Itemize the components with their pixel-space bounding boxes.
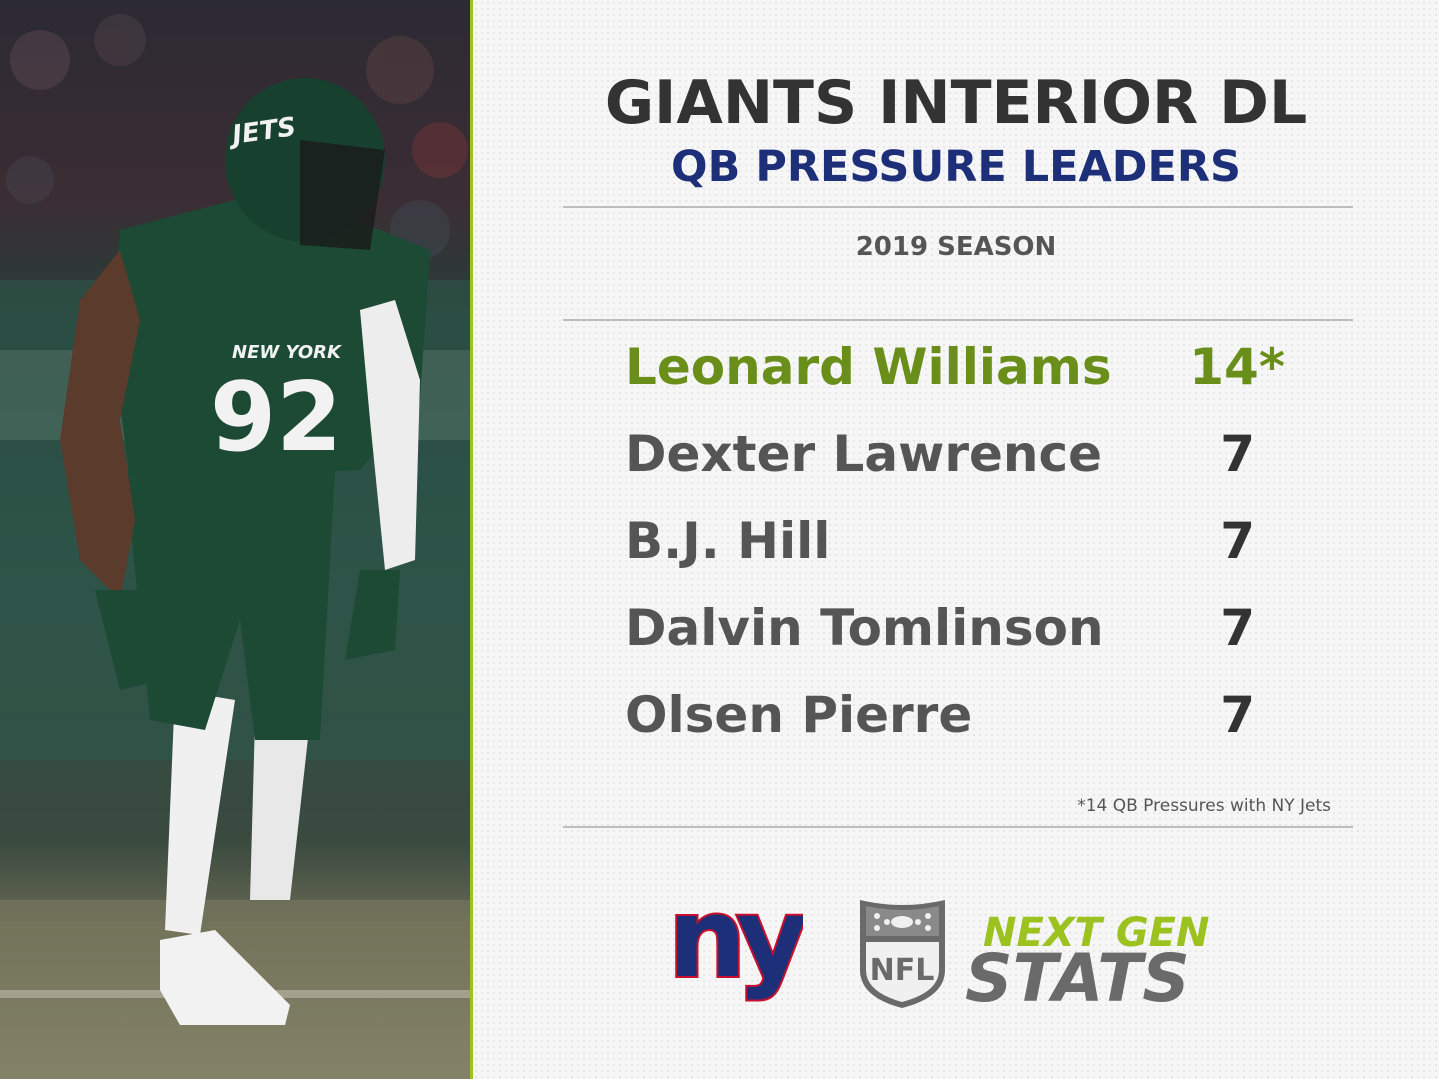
leader-value: 7 bbox=[1220, 599, 1255, 657]
divider-mid bbox=[563, 319, 1353, 321]
page-subtitle: QB PRESSURE LEADERS bbox=[671, 142, 1241, 192]
giants-logo: ny bbox=[666, 898, 803, 1004]
leader-row: B.J. Hill 7 bbox=[625, 512, 1305, 582]
leader-name: Leonard Williams bbox=[625, 338, 1112, 396]
leader-value: 7 bbox=[1220, 512, 1255, 570]
footnote: *14 QB Pressures with NY Jets bbox=[1077, 796, 1331, 816]
leader-row: Leonard Williams 14* bbox=[625, 338, 1305, 408]
leader-value: 14* bbox=[1189, 338, 1285, 396]
svg-text:NFL: NFL bbox=[870, 953, 935, 988]
leader-name: Olsen Pierre bbox=[625, 686, 973, 744]
leader-value: 7 bbox=[1220, 686, 1255, 744]
next-gen-stats-logo: NEXT GEN STATS bbox=[965, 910, 1209, 1006]
logo-row: ny NFL NEXT GEN STATS bbox=[473, 880, 1439, 1020]
leader-value: 7 bbox=[1220, 425, 1255, 483]
player-photo: 92 NEW YORK JETS bbox=[0, 0, 470, 1079]
leader-name: B.J. Hill bbox=[625, 512, 831, 570]
photo-divider bbox=[470, 0, 473, 1079]
leader-name: Dexter Lawrence bbox=[625, 425, 1103, 483]
leader-row: Dexter Lawrence 7 bbox=[625, 425, 1305, 495]
player-illustration: 92 NEW YORK JETS bbox=[0, 14, 470, 1079]
nfl-shield-icon: NFL bbox=[860, 900, 945, 1008]
divider-top bbox=[563, 206, 1353, 208]
jersey-number: 92 bbox=[210, 363, 342, 473]
leader-name: Dalvin Tomlinson bbox=[625, 599, 1104, 657]
jersey-team-text: NEW YORK bbox=[232, 342, 343, 363]
leader-row: Dalvin Tomlinson 7 bbox=[625, 599, 1305, 669]
season-label: 2019 SEASON bbox=[855, 232, 1057, 262]
leader-row: Olsen Pierre 7 bbox=[625, 686, 1305, 756]
page-title: GIANTS INTERIOR DL bbox=[604, 68, 1308, 138]
svg-text:NEXT GEN: NEXT GEN bbox=[983, 910, 1209, 956]
divider-bottom bbox=[563, 826, 1353, 828]
svg-text:STATS: STATS bbox=[965, 940, 1190, 1006]
svg-text:ny: ny bbox=[668, 898, 803, 1002]
stats-panel: GIANTS INTERIOR DL QB PRESSURE LEADERS 2… bbox=[473, 0, 1439, 1079]
